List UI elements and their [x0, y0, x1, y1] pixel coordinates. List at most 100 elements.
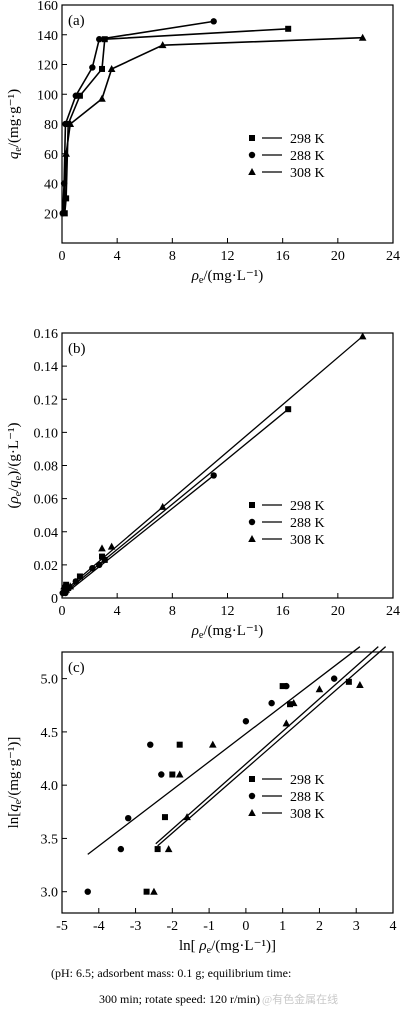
data-point: [147, 741, 154, 748]
y-tick-label: 4.5: [41, 726, 59, 741]
plot-frame: [61, 4, 394, 244]
data-point: [287, 701, 294, 708]
legend-marker: [249, 776, 255, 782]
x-tick-label: 4: [114, 604, 121, 619]
chart-panel-2: 0 4 8 12 16 20 24 0 0.02 0.04 0.06 0.08 0.10 0.12 0.14…: [6, 327, 400, 641]
legend-label: 288 K: [290, 790, 325, 805]
y-tick-label: 0.12: [34, 393, 59, 408]
data-point: [356, 681, 364, 689]
fit-line: [87, 646, 361, 855]
legend-marker: [248, 792, 256, 800]
data-point: [282, 719, 291, 727]
data-point: [98, 544, 106, 552]
series-308k: [60, 332, 367, 594]
y-tick-label: 0.10: [34, 426, 59, 441]
y-tick-label: 0.16: [34, 327, 59, 342]
x-axis-label: ρe/(mg·L⁻¹): [191, 623, 264, 641]
legend-entry: 288 K: [248, 790, 325, 805]
watermark: @有色金属在线: [261, 994, 339, 1006]
data-point: [175, 770, 184, 778]
legend-marker: [248, 151, 256, 159]
legend-entry: 308 K: [248, 533, 325, 548]
chart-panel-3: -5 -4 -3 -2 -1 0 1 2 3 4 3.0 3.5 4.0 4.5 5.0 (c) ln[ ρe/…: [6, 646, 397, 956]
y-axis-label: (ρe/qe)/(g·L⁻¹): [6, 422, 24, 508]
caption-line-1: (pH: 6.5; adsorbent mass: 0.1 g; equilib…: [51, 966, 292, 980]
data-point: [66, 582, 75, 590]
data-point: [358, 332, 367, 340]
data-point: [358, 33, 367, 41]
data-point: [98, 94, 106, 102]
legend-entry: 298 K: [249, 499, 325, 514]
legend-entry: 288 K: [248, 516, 325, 531]
caption-line-2: 300 min; rotate speed: 120 r/min) @有色金属在线: [99, 988, 338, 1011]
data-point: [60, 180, 68, 187]
data-point: [279, 683, 286, 690]
x-tick-label: 8: [169, 604, 176, 619]
data-point: [98, 553, 105, 560]
fit-line: [61, 408, 289, 596]
legend-marker: [248, 809, 256, 816]
legend-label: 288 K: [290, 516, 325, 531]
x-tick-label: 0: [59, 604, 66, 619]
data-point: [158, 771, 165, 778]
data-point: [183, 813, 191, 821]
data-point: [164, 845, 173, 853]
y-tick-label: 100: [37, 88, 58, 103]
legend-label: 308 K: [290, 807, 325, 822]
series-line: [63, 36, 363, 214]
series-308k: [60, 33, 367, 217]
data-point: [62, 149, 70, 157]
data-point: [150, 887, 158, 895]
data-point: [76, 92, 83, 99]
data-point: [143, 888, 150, 895]
series-308k: [150, 646, 387, 895]
x-tick-label: 20: [331, 604, 345, 619]
legend-label: 298 K: [290, 132, 325, 147]
data-point: [63, 581, 70, 588]
fit-line: [61, 335, 364, 594]
y-tick-label: 0.06: [34, 493, 59, 508]
figure: 0 4 8 12 16 20 2420406080100120140160(a)ρe/(mg…: [6, 0, 400, 956]
data-point: [62, 120, 69, 128]
data-point: [60, 209, 68, 217]
legend-label: 308 K: [290, 533, 325, 548]
y-tick-label: 0.02: [34, 559, 59, 574]
legend-label: 298 K: [290, 773, 325, 788]
data-point: [89, 64, 96, 71]
x-tick-label: 16: [276, 604, 290, 619]
data-point: [315, 685, 324, 693]
plot-frame: [61, 651, 394, 914]
data-point: [107, 64, 116, 72]
data-point: [285, 406, 292, 413]
panel-label: (c): [68, 660, 85, 676]
data-point: [176, 741, 183, 748]
data-point: [210, 472, 217, 479]
x-tick-label: 4: [390, 919, 397, 934]
data-point: [158, 41, 167, 49]
x-tick-label: 16: [276, 249, 290, 264]
x-tick-label: 12: [221, 604, 235, 619]
data-point: [268, 699, 275, 707]
x-tick-label: 3: [353, 919, 360, 934]
data-point: [107, 542, 116, 550]
legend-marker: [249, 502, 255, 508]
y-tick-label: 5.0: [41, 673, 59, 688]
legend-entry: 298 K: [249, 773, 325, 788]
x-tick-label: -2: [166, 919, 178, 934]
chart-panel-1: 0 4 8 12 16 20 24 20 40 60 80 100 120 140 160 (a) ρe/(mg…: [6, 0, 400, 286]
x-tick-label: -3: [130, 919, 142, 934]
data-point: [63, 195, 70, 202]
y-tick-label: 4.0: [41, 779, 59, 794]
y-axis-label: ln[qe/(mg·g⁻¹)]: [6, 737, 24, 829]
x-axis-label: ρe/(mg·L⁻¹): [191, 268, 264, 286]
legend-marker: [248, 168, 256, 175]
x-tick-label: 1: [279, 919, 286, 934]
x-axis-label: ln[ ρe/(mg·L⁻¹)]: [179, 938, 276, 956]
panel-label: (a): [68, 13, 85, 29]
data-point: [330, 675, 338, 682]
series-298k: [143, 646, 379, 895]
data-point: [345, 678, 352, 685]
caption-line-2-text: 300 min; rotate speed: 120 r/min): [99, 992, 260, 1006]
legend-label: 308 K: [290, 166, 325, 181]
y-tick-label: 120: [37, 59, 58, 74]
